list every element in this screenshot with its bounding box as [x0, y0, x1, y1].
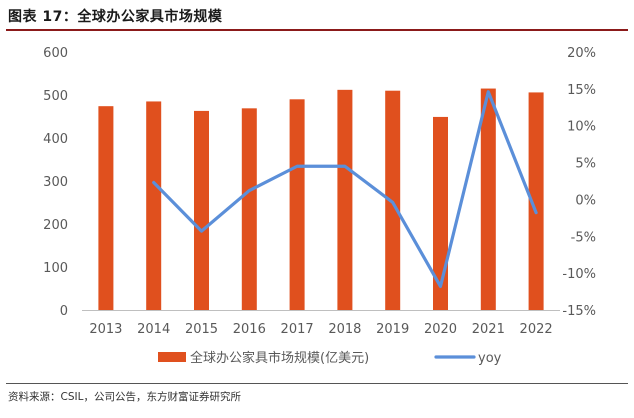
chart: 0 100 200 300 400 500 600 -15% -10% -5% 0% 5% 10% 15… — [43, 46, 596, 366]
bar-2020 — [433, 116, 448, 311]
right-tick-label: -15% — [562, 304, 596, 319]
x-tick-label: 2020 — [424, 322, 457, 337]
left-tick-label: 200 — [43, 218, 68, 233]
bar-2015 — [194, 110, 209, 310]
x-tick-label: 2016 — [233, 322, 266, 337]
right-tick-label: 20% — [567, 46, 596, 61]
left-tick-label: 0 — [60, 304, 68, 319]
legend-bar-swatch — [158, 352, 186, 362]
left-tick-label: 400 — [43, 132, 68, 147]
title-divider — [6, 29, 628, 31]
source-note: 资料来源：CSIL，公司公告，东方财富证券研究所 — [8, 391, 241, 403]
bar-2021 — [480, 88, 496, 310]
x-tick-label: 2014 — [137, 322, 170, 337]
x-tick-label: 2022 — [520, 322, 553, 337]
bar-2019 — [385, 90, 401, 310]
right-tick-label: 15% — [567, 83, 596, 98]
bar-2016 — [241, 108, 257, 310]
right-tick-label: -5% — [571, 230, 596, 245]
left-tick-label: 500 — [43, 89, 68, 104]
x-tick-label: 2021 — [472, 322, 505, 337]
x-tick-label: 2017 — [281, 322, 314, 337]
x-tick-label: 2015 — [185, 322, 218, 337]
right-tick-label: 5% — [575, 157, 596, 172]
left-tick-label: 600 — [43, 46, 68, 61]
legend-bar-label: 全球办公家具市场规模(亿美元) — [190, 350, 369, 366]
source-divider — [6, 383, 628, 384]
bar-2022 — [528, 92, 544, 310]
left-tick-label: 100 — [43, 261, 68, 276]
x-tick-label: 2018 — [328, 322, 361, 337]
bar-2018 — [337, 89, 353, 310]
left-tick-label: 300 — [43, 175, 68, 190]
right-tick-label: 0% — [575, 193, 596, 208]
right-tick-label: 10% — [567, 120, 596, 135]
legend-line-label: yoy — [478, 351, 502, 366]
x-tick-label: 2019 — [376, 322, 409, 337]
bar-2013 — [98, 106, 114, 311]
bar-2017 — [289, 99, 305, 310]
x-tick-label: 2013 — [89, 322, 122, 337]
bar-2014 — [146, 101, 162, 310]
right-tick-label: -10% — [562, 267, 596, 282]
chart-title: 图表 17：全球办公家具市场规模 — [8, 9, 223, 25]
